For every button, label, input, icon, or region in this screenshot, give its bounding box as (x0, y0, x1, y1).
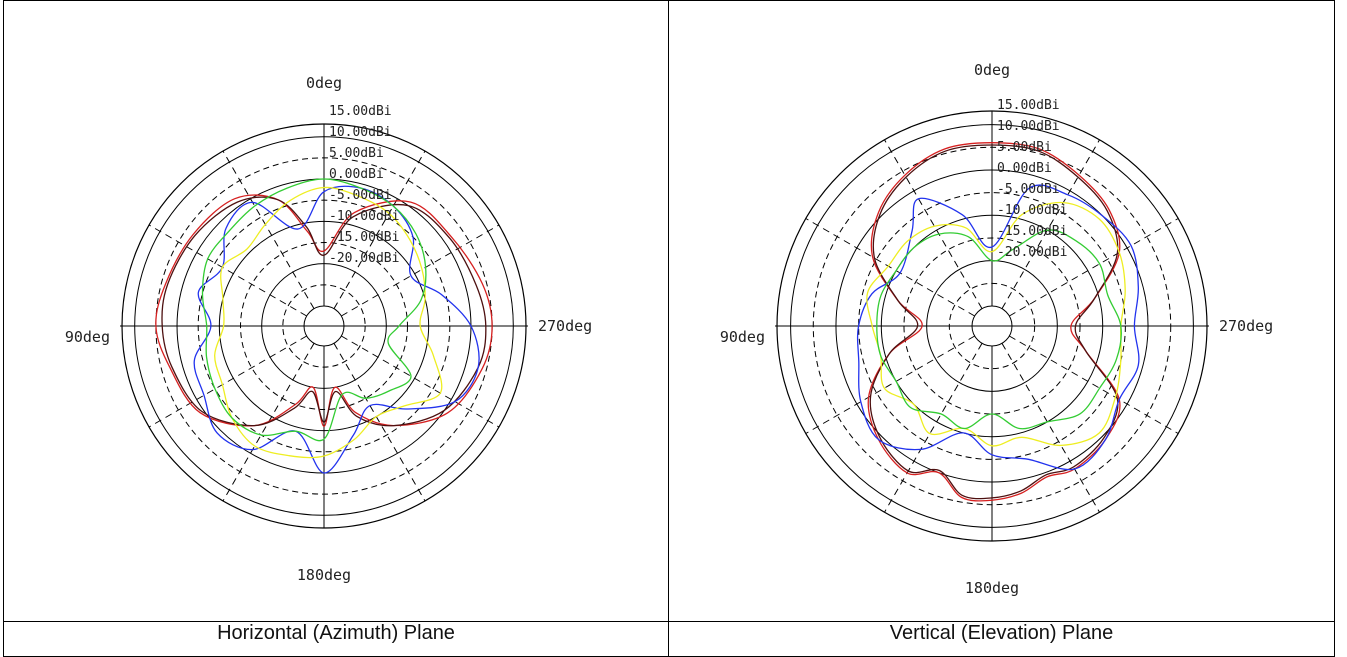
plot-cell-elevation: 15.00dBi 10.00dBi 5.00dBi 0.00dBi -5.00dBi -1… (668, 0, 1335, 622)
radial-spoke (884, 139, 983, 309)
ring-label: -10.00dBi (329, 209, 399, 224)
caption-elevation: Vertical (Elevation) Plane (668, 621, 1335, 657)
ring-label: 0.00dBi (997, 161, 1052, 176)
caption-azimuth: Horizontal (Azimuth) Plane (3, 621, 669, 657)
elevation-polar-chart: 15.00dBi 10.00dBi 5.00dBi 0.00dBi -5.00dBi -1… (720, 61, 1273, 597)
direction-label-left: 90deg (65, 328, 110, 346)
ring-label: -20.00dBi (997, 245, 1067, 260)
radial-spoke (333, 150, 426, 309)
direction-label-right: 270deg (1219, 317, 1273, 335)
radial-spoke (333, 343, 426, 502)
azimuth-polar-chart: 15.00dBi 10.00dBi 5.00dBi 0.00dBi -5.00dBi -1… (65, 74, 592, 584)
series-line-3 (866, 201, 1126, 447)
ring-label: -15.00dBi (329, 230, 399, 245)
series-line-1 (869, 144, 1119, 500)
ring-label: -20.00dBi (329, 251, 399, 266)
radial-spoke (148, 335, 307, 428)
ring-label: 10.00dBi (997, 119, 1060, 134)
plot-cell-azimuth: 15.00dBi 10.00dBi 5.00dBi 0.00dBi -5.00dBi -1… (3, 0, 669, 622)
ring-label: -10.00dBi (997, 203, 1067, 218)
ring-label: 15.00dBi (329, 104, 392, 119)
ring-label: 0.00dBi (329, 167, 384, 182)
series-line-3 (214, 186, 443, 459)
radial-spoke (805, 335, 975, 434)
radial-spoke (341, 335, 500, 428)
ring-label: -5.00dBi (329, 188, 392, 203)
ring-label: 5.00dBi (997, 140, 1052, 155)
series-line-2 (856, 184, 1140, 471)
radial-spoke (341, 224, 500, 317)
direction-label-top: 0deg (306, 74, 342, 92)
ring-label: 10.00dBi (329, 125, 392, 140)
pattern-table: 15.00dBi 10.00dBi 5.00dBi 0.00dBi -5.00dBi -1… (3, 0, 1335, 657)
radial-spoke (805, 218, 975, 317)
direction-label-bottom: 180deg (297, 566, 351, 584)
series-line-4 (876, 229, 1122, 430)
radial-spoke (1001, 343, 1100, 513)
radial-spoke (222, 150, 315, 309)
radial-spoke (1009, 335, 1179, 434)
direction-label-bottom: 180deg (965, 579, 1019, 597)
ring-label: 15.00dBi (997, 98, 1060, 113)
radial-spoke (148, 224, 307, 317)
ring-label: -5.00dBi (997, 182, 1060, 197)
series-line-1 (161, 196, 487, 427)
ring-label: -15.00dBi (997, 224, 1067, 239)
radial-spoke (1009, 218, 1179, 317)
ring-label: 5.00dBi (329, 146, 384, 161)
series-line-4 (201, 178, 427, 442)
direction-label-top: 0deg (974, 61, 1010, 79)
radial-spoke (884, 343, 983, 513)
direction-label-left: 90deg (720, 328, 765, 346)
direction-label-right: 270deg (538, 317, 592, 335)
radial-spoke (1001, 139, 1100, 309)
series-line-0 (867, 142, 1121, 502)
